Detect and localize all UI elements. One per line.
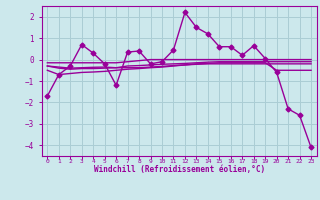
X-axis label: Windchill (Refroidissement éolien,°C): Windchill (Refroidissement éolien,°C) — [94, 165, 265, 174]
